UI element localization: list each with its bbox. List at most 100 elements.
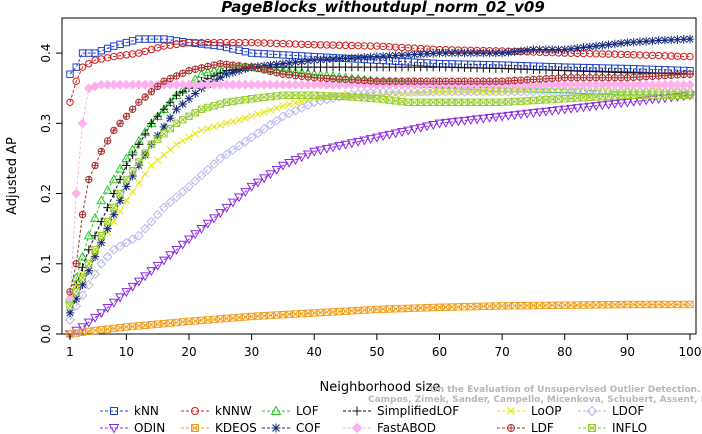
data-point-ldf-51 — [379, 77, 387, 85]
data-point-cof-81 — [566, 44, 576, 54]
data-point-ldf-1 — [66, 288, 74, 296]
legend-marker-inflo — [588, 424, 596, 432]
data-point-ldof-18 — [171, 192, 182, 202]
data-point-odin-53 — [390, 129, 401, 139]
data-point-loop-24 — [210, 123, 218, 131]
data-point-cof-74 — [522, 46, 532, 55]
data-point-loop-10 — [122, 197, 130, 205]
data-point-ldof-16 — [159, 202, 169, 213]
data-point-cof-92 — [635, 37, 645, 46]
data-point-inflo-23 — [204, 103, 212, 112]
legend-label-knn: kNN — [134, 404, 159, 418]
data-point-kdeos-49 — [366, 306, 375, 314]
legend-label-ldof: LDOF — [612, 404, 644, 418]
data-point-ldof-13 — [140, 223, 151, 234]
data-point-ldf-86 — [598, 73, 607, 82]
data-point-kdeos-76 — [535, 301, 544, 310]
data-point-odin-29 — [240, 188, 251, 198]
data-point-odin-22 — [196, 224, 207, 234]
data-point-ldf-96 — [661, 71, 669, 80]
series-line-fastabod — [69, 84, 690, 299]
data-point-odin-84 — [584, 102, 595, 112]
data-point-inflo-14 — [147, 140, 156, 149]
data-point-odin-80 — [559, 105, 570, 115]
data-point-ldf-7 — [103, 137, 112, 145]
data-point-kdeos-73 — [517, 302, 525, 310]
data-point-loop-32 — [260, 108, 268, 116]
data-point-ldf-74 — [523, 76, 531, 84]
data-point-ldf-40 — [310, 73, 318, 82]
data-point-cof-72 — [510, 47, 519, 56]
data-point-loop-37 — [291, 99, 300, 107]
legend-label-loop: LoOP — [531, 404, 562, 418]
data-point-odin-35 — [277, 161, 288, 171]
data-point-cof-59 — [429, 49, 438, 58]
data-point-loop-14 — [147, 161, 155, 170]
data-point-fastabod-100 — [685, 79, 695, 90]
data-point-ldf-64 — [460, 77, 469, 85]
data-point-simplifiedlof-17 — [166, 98, 175, 107]
data-point-cof-63 — [454, 48, 463, 58]
data-point-odin-41 — [315, 146, 326, 156]
data-point-ldf-23 — [204, 62, 212, 71]
data-point-loop-57 — [417, 89, 425, 97]
data-point-ldf-79 — [554, 74, 563, 82]
data-point-cof-43 — [328, 54, 338, 64]
chart-title: PageBlocks_withoutdupl_norm_02_v09 — [221, 0, 545, 16]
y-tick-label-2: 0.2 — [39, 184, 53, 203]
data-point-loop-22 — [197, 126, 206, 134]
data-point-odin-55 — [403, 126, 414, 136]
data-point-cof-71 — [504, 48, 513, 57]
data-point-odin-71 — [503, 111, 514, 121]
data-point-odin-51 — [378, 132, 389, 142]
data-point-odin-11 — [127, 282, 138, 292]
x-tick-label-60: 60 — [432, 345, 447, 359]
data-point-odin-90 — [622, 98, 633, 108]
data-point-odin-82 — [572, 104, 583, 114]
data-point-odin-48 — [359, 136, 370, 146]
data-point-inflo-24 — [210, 102, 218, 110]
data-point-inflo-21 — [191, 109, 199, 117]
data-point-ldf-50 — [373, 77, 381, 85]
data-point-odin-6 — [96, 309, 107, 319]
data-point-odin-31 — [252, 178, 263, 188]
data-point-odin-65 — [465, 116, 476, 126]
series-line-loop — [69, 87, 690, 300]
data-point-lof-6 — [96, 195, 107, 205]
data-point-cof-39 — [303, 56, 313, 66]
data-point-loop-23 — [204, 125, 212, 133]
data-point-cof-96 — [660, 35, 670, 45]
data-point-odin-38 — [296, 153, 307, 163]
data-point-odin-39 — [302, 150, 314, 160]
data-point-loop-38 — [298, 98, 306, 106]
data-point-fastabod-3 — [77, 118, 88, 129]
data-point-inflo-15 — [153, 135, 162, 143]
data-point-cof-66 — [472, 48, 482, 58]
data-point-kdeos-92 — [636, 300, 644, 309]
data-point-ldof-14 — [146, 216, 157, 227]
data-point-ldf-68 — [485, 77, 494, 85]
data-point-cof-42 — [322, 55, 331, 64]
data-point-cof-73 — [516, 46, 526, 56]
data-point-loop-21 — [191, 130, 199, 138]
data-point-inflo-18 — [172, 119, 181, 128]
data-point-odin-87 — [603, 100, 614, 110]
data-point-inflo-16 — [160, 130, 168, 138]
data-point-kdeos-10 — [122, 323, 131, 331]
data-point-ldf-4 — [85, 175, 93, 184]
data-point-odin-46 — [346, 139, 357, 149]
data-point-ldf-49 — [366, 77, 375, 85]
data-point-odin-52 — [384, 130, 395, 140]
data-point-odin-43 — [327, 143, 339, 153]
x-tick-label-90: 90 — [620, 345, 635, 359]
data-point-cof-11 — [128, 171, 137, 181]
data-point-ldf-25 — [216, 59, 225, 68]
watermark-line-1: Campos, Zimek, Sander, Campello, Micenko… — [368, 395, 702, 405]
data-point-ldf-46 — [348, 76, 356, 84]
data-point-cof-55 — [403, 50, 413, 60]
data-point-cof-48 — [360, 53, 369, 62]
data-point-inflo-63 — [454, 98, 462, 106]
series-layer — [64, 34, 696, 340]
data-point-odin-58 — [421, 122, 433, 132]
data-point-odin-73 — [515, 110, 526, 120]
